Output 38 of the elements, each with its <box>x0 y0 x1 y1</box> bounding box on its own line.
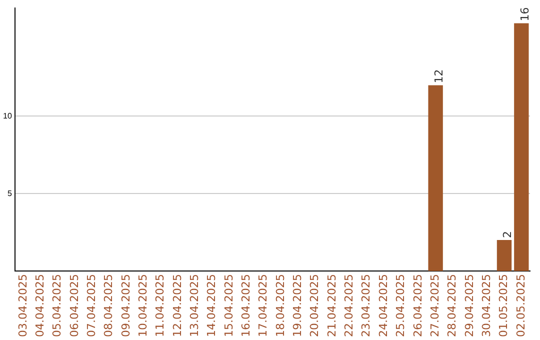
x-tick-label: 28.04.2025 <box>446 274 459 338</box>
x-tick-label: 06.04.2025 <box>68 274 81 338</box>
bar <box>428 85 443 272</box>
x-tick-label: 27.04.2025 <box>428 274 442 338</box>
x-tick-label: 19.04.2025 <box>291 274 304 338</box>
x-tick-label: 20.04.2025 <box>308 274 322 338</box>
data-label: 12 <box>432 69 446 84</box>
data-label: 2 <box>501 231 514 238</box>
x-tick-label: 22.04.2025 <box>342 274 356 338</box>
x-tick-label: 05.04.2025 <box>50 274 64 338</box>
x-tick-label: 16.04.2025 <box>240 274 253 338</box>
x-tick-label: 04.04.2025 <box>34 274 47 338</box>
x-tick-label: 29.04.2025 <box>462 274 476 338</box>
x-tick-label: 09.04.2025 <box>119 274 132 338</box>
x-tick-label: 10.04.2025 <box>136 274 150 338</box>
data-label: 16 <box>518 7 532 22</box>
x-tick-label: 12.04.2025 <box>170 274 184 338</box>
bar <box>514 23 529 272</box>
x-tick-label: 03.04.2025 <box>16 274 30 338</box>
bar <box>496 240 512 272</box>
x-tick-label: 15.04.2025 <box>222 274 236 338</box>
x-tick-label: 14.04.2025 <box>205 274 218 338</box>
x-tick-label: 13.04.2025 <box>188 274 202 338</box>
x-tick-label: 07.04.2025 <box>85 274 98 338</box>
x-tick-label: 01.05.2025 <box>497 274 510 338</box>
x-tick-label: 25.04.2025 <box>394 274 408 338</box>
x-tick-label: 11.04.2025 <box>154 274 167 338</box>
x-tick-label: 30.04.2025 <box>480 274 493 338</box>
x-tick-label: 18.04.2025 <box>274 274 287 338</box>
y-tick-label: 10 <box>2 111 12 120</box>
x-tick-label: 08.04.2025 <box>102 274 116 338</box>
x-tick-label: 24.04.2025 <box>376 274 390 338</box>
x-tick-label: 26.04.2025 <box>411 274 424 338</box>
x-tick-label: 17.04.2025 <box>256 274 270 338</box>
x-tick-label: 21.04.2025 <box>325 274 338 338</box>
x-tick-label: 23.04.2025 <box>360 274 373 338</box>
x-tick-label: 02.05.2025 <box>514 274 528 338</box>
y-tick-label: 5 <box>7 188 12 198</box>
